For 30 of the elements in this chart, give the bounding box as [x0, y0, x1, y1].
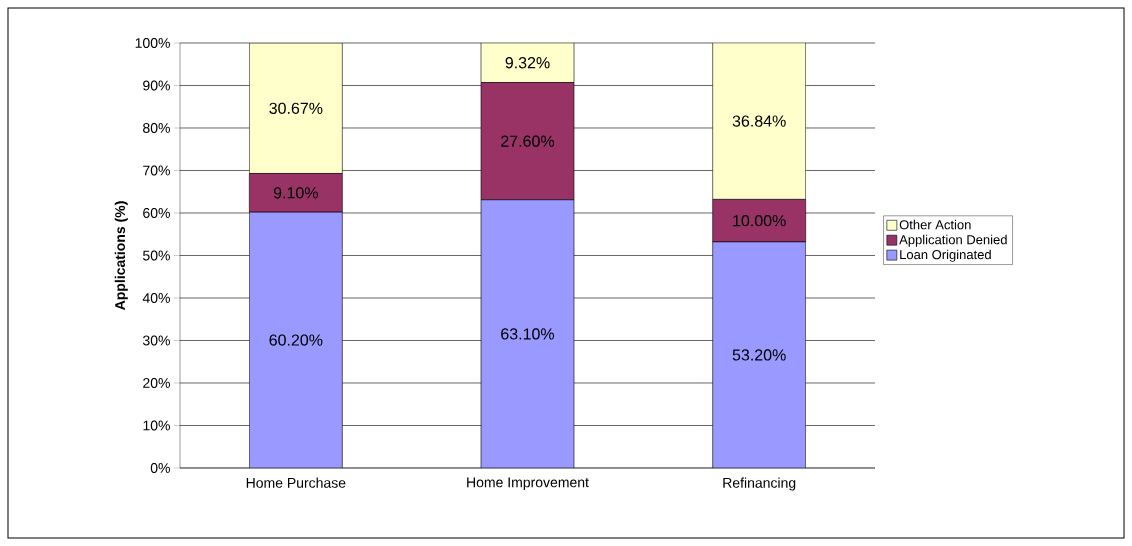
data-label: 30.67%	[269, 102, 323, 114]
data-label: 60.20%	[269, 334, 323, 346]
legend-label: Loan Originated	[900, 249, 991, 262]
data-label: 36.84%	[732, 115, 786, 127]
bar	[249, 211, 343, 468]
y-tick-label: 90%	[143, 80, 170, 91]
data-label: 63.10%	[501, 328, 555, 340]
legend-label: Application Denied	[899, 234, 1007, 247]
y-tick-label: 80%	[143, 123, 170, 133]
y-tick-label: 30%	[142, 335, 170, 346]
x-tick-label: Refinancing	[723, 477, 796, 491]
y-axis-title: Applications (%)	[114, 201, 128, 310]
y-tick-label: 0%	[150, 463, 170, 473]
bar	[712, 241, 806, 468]
y-tick-label: 50%	[143, 250, 170, 261]
data-label: 27.60%	[501, 135, 555, 147]
x-tick-label: Home Purchase	[246, 477, 346, 488]
y-tick-label: 20%	[143, 378, 170, 388]
bar	[480, 199, 575, 468]
data-label: 9.10%	[273, 187, 318, 199]
legend-label: Other Action	[899, 219, 971, 230]
y-tick-label: 100%	[135, 38, 170, 48]
x-tick-label: Home Improvement	[467, 477, 589, 491]
data-label: 10.00%	[733, 214, 786, 227]
y-tick-label: 70%	[143, 165, 170, 176]
data-label: 53.20%	[732, 349, 786, 361]
y-tick-label: 10%	[143, 420, 170, 431]
y-tick-label: 60%	[143, 208, 170, 218]
data-label: 9.32%	[505, 57, 550, 69]
y-tick-label: 40%	[142, 293, 170, 303]
